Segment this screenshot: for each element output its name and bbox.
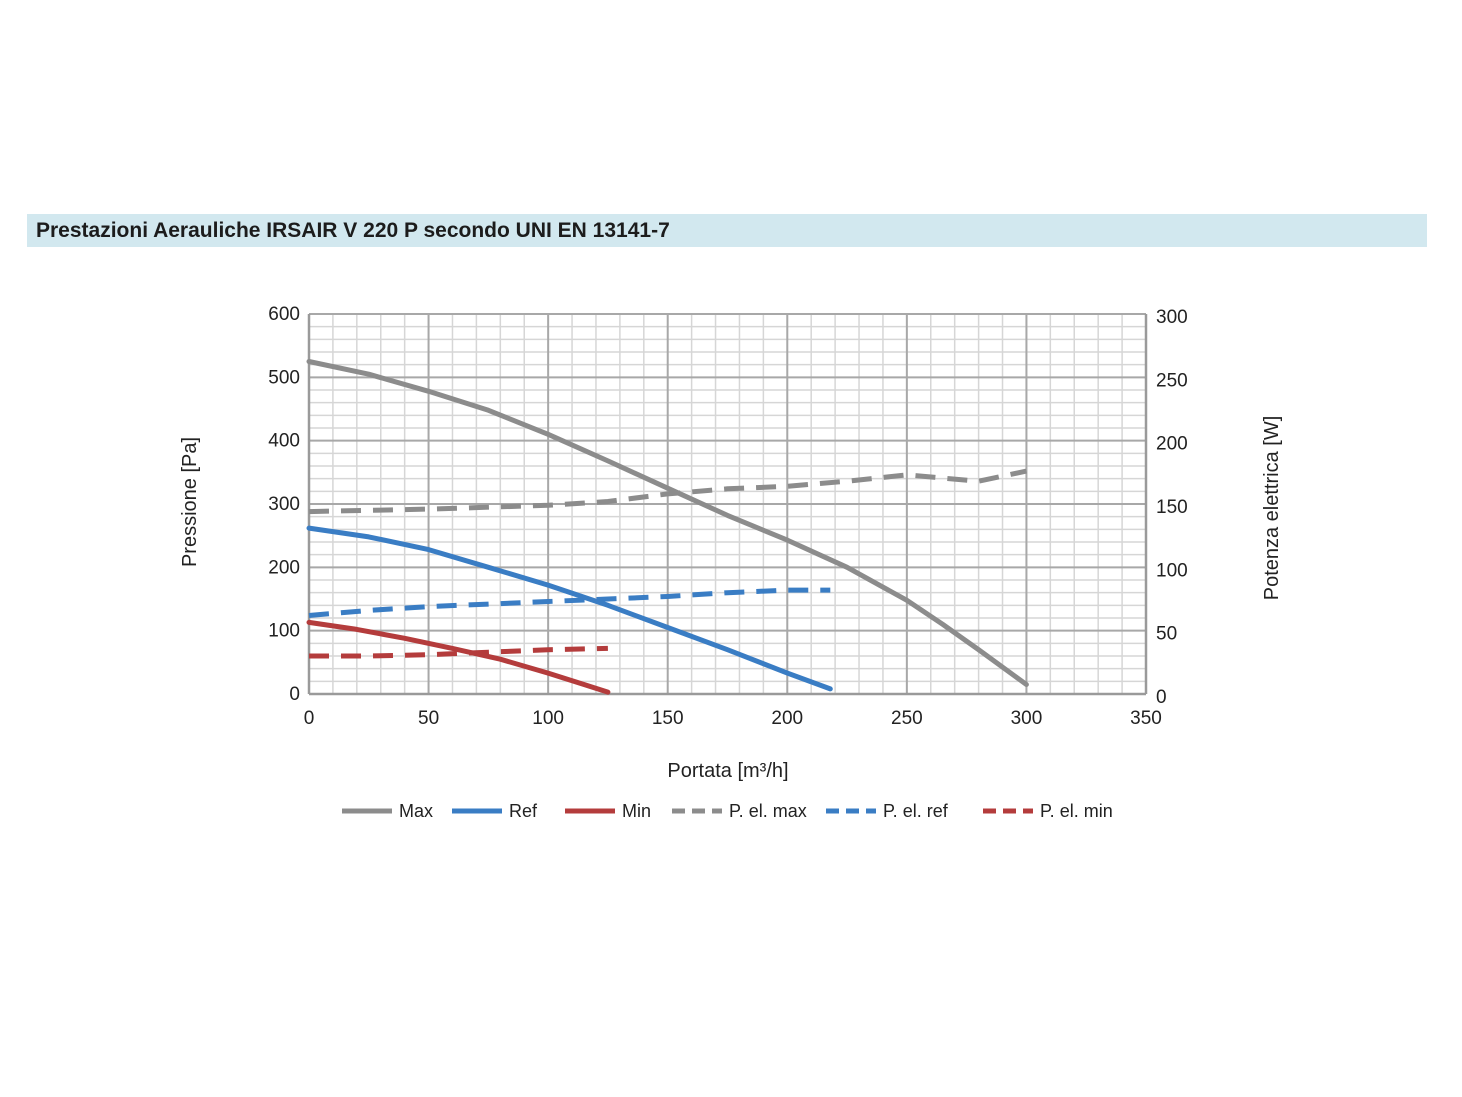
x-tick-label: 100 <box>532 708 564 729</box>
y2-tick-label: 50 <box>1156 624 1177 645</box>
x-tick-label: 150 <box>652 708 684 729</box>
chart-title-bar: Prestazioni Aerauliche IRSAIR V 220 P se… <box>27 214 1427 247</box>
chart-title: Prestazioni Aerauliche IRSAIR V 220 P se… <box>36 219 670 242</box>
x-tick-label: 250 <box>891 708 923 729</box>
legend-label-p-el-min: P. el. min <box>1040 801 1113 821</box>
series-line-p-el-max <box>308 468 1027 515</box>
x-tick-label: 200 <box>771 708 803 729</box>
y2-tick-label: 150 <box>1156 497 1188 518</box>
x-tick-label: 350 <box>1130 708 1162 729</box>
y-axis-label: Pressione [Pa] <box>179 437 201 567</box>
y-tick-label: 300 <box>268 494 300 515</box>
legend-label-ref: Ref <box>509 801 538 821</box>
series-line-ref <box>306 525 833 692</box>
legend-label-max: Max <box>399 801 433 821</box>
series-line-p-el-ref <box>308 587 831 618</box>
y-tick-label: 0 <box>289 684 300 705</box>
series-line-max <box>306 359 1029 687</box>
series-line-p-el-min <box>309 645 608 659</box>
y-tick-label: 200 <box>268 557 300 578</box>
x-tick-label: 0 <box>304 708 315 729</box>
x-tick-label: 300 <box>1011 708 1043 729</box>
y-tick-label: 400 <box>268 431 300 452</box>
y-tick-label: 500 <box>268 367 300 388</box>
legend-label-p-el-max: P. el. max <box>729 801 807 821</box>
y2-tick-label: 300 <box>1156 307 1188 328</box>
y2-axis-label: Potenza elettrica [W] <box>1261 416 1283 601</box>
y2-tick-label: 100 <box>1156 560 1188 581</box>
y-tick-label: 100 <box>268 621 300 642</box>
y2-tick-label: 250 <box>1156 370 1188 391</box>
x-axis-label: Portata [m³/h] <box>667 760 788 782</box>
y2-tick-label: 0 <box>1156 687 1167 708</box>
legend-label-min: Min <box>622 801 651 821</box>
x-tick-label: 50 <box>418 708 439 729</box>
y2-tick-label: 200 <box>1156 434 1188 455</box>
legend-label-p-el-ref: P. el. ref <box>883 801 949 821</box>
y-tick-label: 600 <box>268 304 300 325</box>
